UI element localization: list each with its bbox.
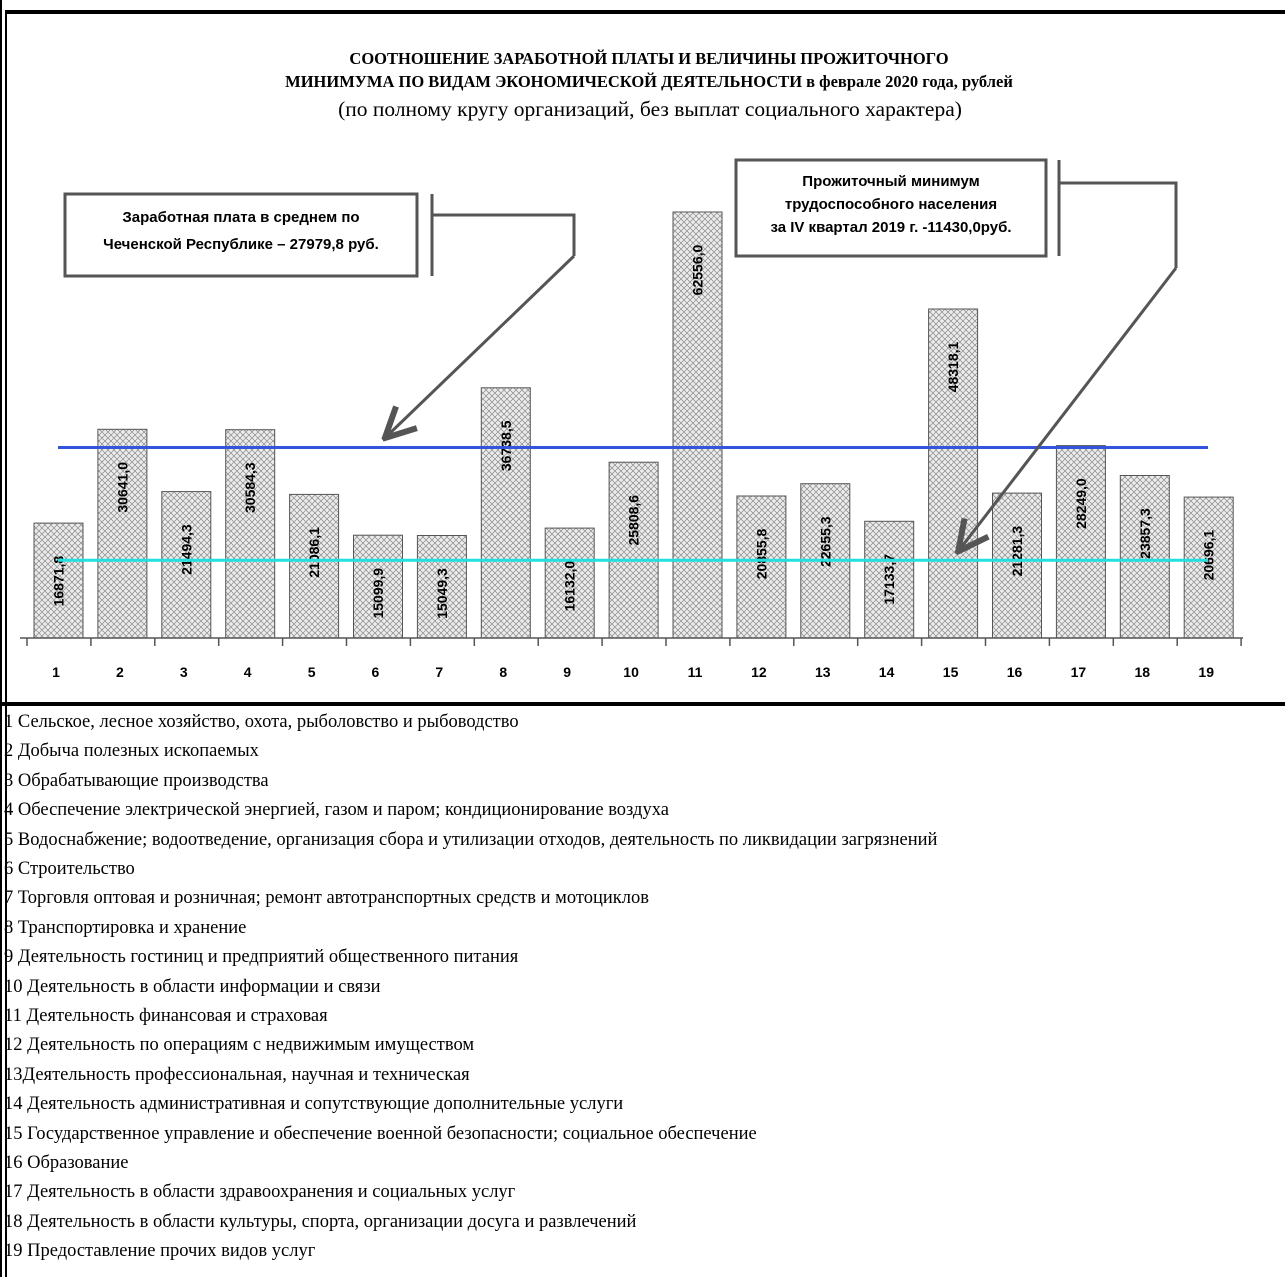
category-labels: 1 2 3 4 5 6 7 8 9 10 11 12 13 14 15 16 17 18 19 [52, 664, 1214, 680]
bar-value-label-3: 21494,3 [178, 524, 194, 575]
bar-12 [736, 495, 787, 639]
bar-10 [608, 461, 659, 639]
legend-item-16: 16 Образование [4, 1153, 129, 1173]
legend-item-19: 19 Предоставление прочих видов услуг [4, 1241, 316, 1262]
bar-16 [992, 492, 1042, 639]
bar-19 [1183, 496, 1234, 639]
x-tick-label-19: 19 [1198, 664, 1214, 680]
x-tick-label-14: 14 [879, 664, 895, 680]
x-tick-label-7: 7 [435, 664, 443, 680]
subsistence-callout-line2: трудоспособного населения [785, 196, 997, 213]
bar-value-label-9: 16132,0 [562, 561, 578, 612]
x-tick-label-2: 2 [116, 664, 124, 680]
bar-2 [97, 428, 148, 639]
subsistence-arrow [960, 267, 1178, 549]
chart-bottom-border [0, 702, 1285, 706]
bar-6 [353, 534, 403, 639]
legend-item-11: 11 Деятельность финансовая и страховая [4, 1006, 328, 1026]
bar-value-label-5: 21086,1 [306, 527, 322, 578]
x-tick-label-15: 15 [943, 664, 959, 680]
avg-wage-callout-line2: Чеченской Республике – 27979,8 руб. [103, 236, 379, 253]
legend-item-14: 14 Деятельность административная и сопут… [4, 1094, 624, 1115]
bar-5 [289, 493, 340, 639]
bar-value-label-15: 48318,1 [945, 341, 961, 392]
avg-wage-connector [432, 213, 576, 256]
bar-value-label-2: 30641,0 [114, 462, 130, 513]
legend-item-17: 17 Деятельность в области здравоохранени… [4, 1182, 516, 1203]
x-tick-label-6: 6 [372, 664, 380, 680]
bar-value-label-17: 28249,0 [1073, 478, 1089, 529]
legend-item-3: 3 Обрабатывающие производства [4, 770, 269, 791]
bar-value-label-13: 22655,3 [817, 516, 833, 567]
legend-item-2: 2 Добыча полезных ископаемых [4, 741, 259, 762]
avg-wage-callout-line1: Заработная плата в среднем по [122, 209, 359, 226]
x-tick-label-12: 12 [751, 664, 767, 680]
x-tick-label-13: 13 [815, 664, 831, 680]
legend-item-8: 8 Транспортировка и хранение [4, 917, 247, 938]
chart-subtitle: (по полному кругу организаций, без выпла… [338, 97, 962, 121]
x-tick-label-3: 3 [180, 664, 188, 680]
bar-value-label-12: 20855,8 [753, 528, 769, 579]
x-axis [20, 637, 1243, 646]
x-tick-label-1: 1 [52, 664, 60, 680]
x-tick-label-5: 5 [308, 664, 316, 680]
legend-item-4: 4 Обеспечение электрической энергией, га… [4, 800, 669, 821]
subsistence-callout-box [734, 158, 1048, 258]
bar-15 [928, 308, 979, 639]
bar-value-label-1: 16871,8 [51, 556, 67, 607]
bar-7 [416, 535, 467, 639]
bar-9 [544, 527, 595, 639]
x-tick-label-17: 17 [1071, 664, 1087, 680]
legend-item-1: 1 Сельское, лесное хозяйство, охота, рыб… [4, 712, 519, 732]
legend-item-18: 18 Деятельность в области культуры, спор… [4, 1211, 637, 1232]
reference-lines-group [58, 446, 1208, 562]
chart-title-line1: СООТНОШЕНИЕ ЗАРАБОТНОЙ ПЛАТЫ И ВЕЛИЧИНЫ … [349, 49, 948, 68]
avg-wage-callout-box [63, 192, 419, 278]
chart-title-line2: МИНИМУМА ПО ВИДАМ ЭКОНОМИЧЕСКОЙ ДЕЯТЕЛЬН… [285, 72, 1013, 91]
subsistence-callout-line1: Прожиточный минимум [802, 173, 979, 190]
bar-value-label-6: 15099,9 [370, 568, 386, 619]
bar-value-label-18: 23857,3 [1137, 508, 1153, 559]
x-tick-label-8: 8 [499, 664, 507, 680]
legend-item-5: 5 Водоснабжение; водоотведение, организа… [4, 829, 938, 850]
legend-item-15: 15 Государственное управление и обеспече… [4, 1123, 757, 1144]
legend-item-12: 12 Деятельность по операциям с недвижимы… [4, 1035, 475, 1056]
x-tick-label-9: 9 [563, 664, 571, 680]
bar-value-label-7: 15049,3 [434, 568, 450, 619]
subsistence-callout-line3: за IV квартал 2019 г. -11430,0руб. [770, 219, 1011, 236]
legend-item-7: 7 Торговля оптовая и розничная; ремонт а… [4, 888, 649, 909]
x-tick-label-10: 10 [623, 664, 639, 680]
bar-17 [1055, 445, 1106, 639]
bar-value-label-16: 21281,3 [1009, 526, 1025, 577]
top-border [5, 10, 1285, 14]
bar-4 [225, 429, 276, 639]
bar-8 [480, 387, 531, 639]
left-border-outer [0, 0, 2, 1277]
chart: СООТНОШЕНИЕ ЗАРАБОТНОЙ ПЛАТЫ И ВЕЛИЧИНЫ … [20, 49, 1243, 680]
avg-wage-arrow [387, 254, 576, 436]
legend-item-13: 13Деятельность профессиональная, научная… [4, 1064, 470, 1085]
legend-item-10: 10 Деятельность в области информации и с… [4, 976, 381, 997]
x-tick-label-11: 11 [688, 664, 703, 680]
bar-value-label-4: 30584,3 [242, 462, 258, 513]
bars-group: 16871,8 30641,0 21494,3 30584,3 21086,1 15099… [33, 211, 1234, 639]
x-tick-label-18: 18 [1135, 664, 1151, 680]
bar-value-label-8: 36738,5 [498, 420, 514, 471]
bar-value-label-19: 20696,1 [1201, 530, 1217, 581]
bar-value-label-14: 17133,7 [881, 554, 897, 605]
bar-18 [1119, 475, 1170, 639]
bar-value-label-10: 25808,6 [626, 495, 642, 546]
legend-item-6: 6 Строительство [4, 859, 135, 879]
bar-value-label-11: 62556,0 [690, 244, 706, 295]
bar-11 [672, 211, 723, 639]
x-tick-label-4: 4 [244, 664, 252, 680]
avg-wage-callout: Заработная плата в среднем по Чеченской … [63, 192, 576, 436]
subsistence-callout: Прожиточный минимум трудоспособного насе… [734, 158, 1178, 549]
legend-item-9: 9 Деятельность гостиниц и предприятий об… [4, 947, 519, 968]
subsistence-connector [1059, 181, 1178, 268]
left-border-inner [5, 10, 7, 1277]
x-tick-label-16: 16 [1007, 664, 1023, 680]
